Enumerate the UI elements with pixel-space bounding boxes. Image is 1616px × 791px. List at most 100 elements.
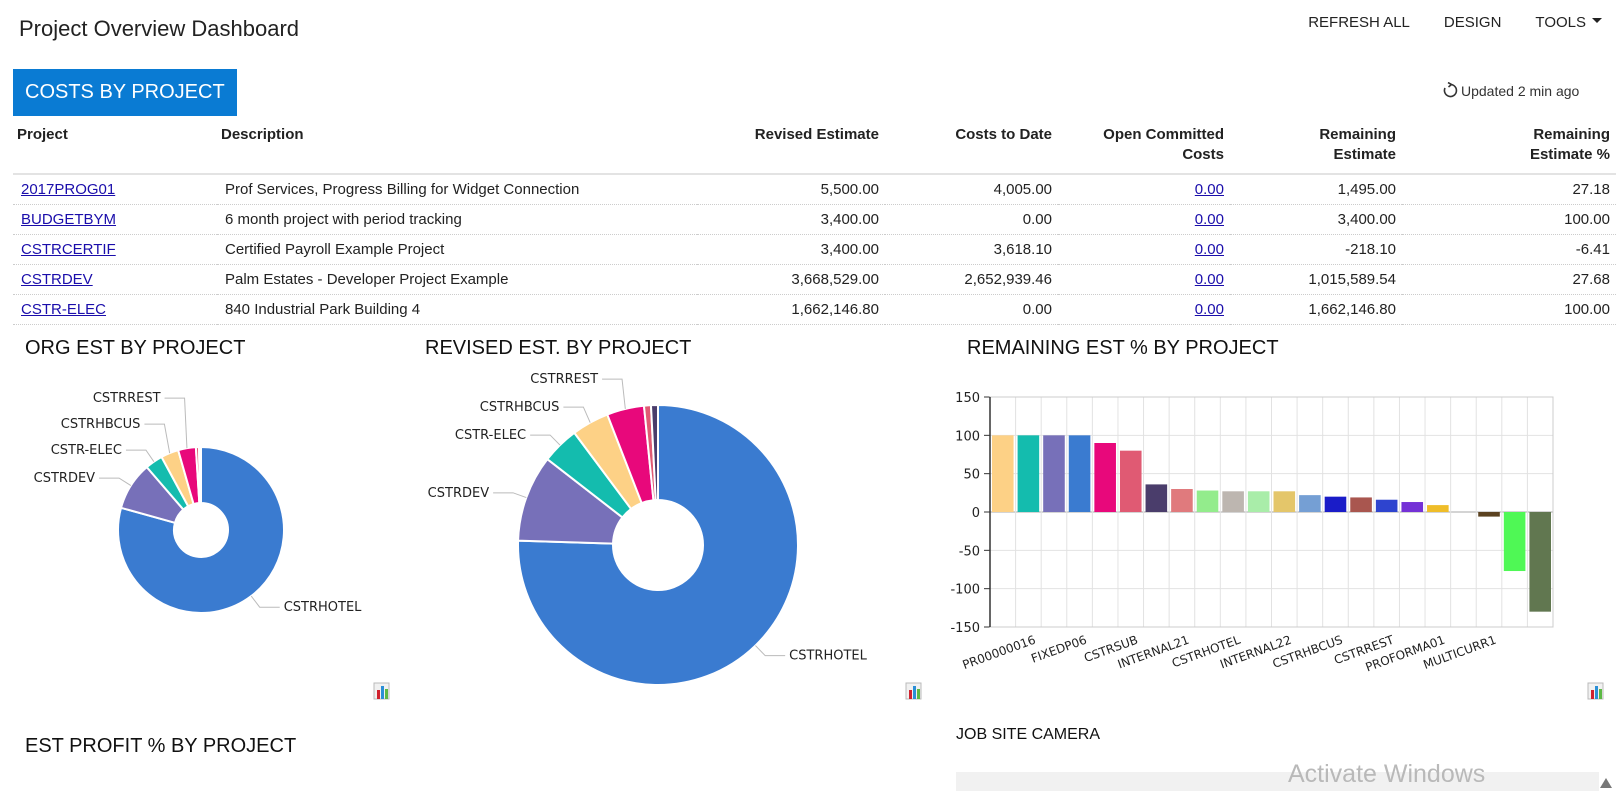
bar[interactable]: [1196, 490, 1219, 512]
open-committed-link[interactable]: 0.00: [1194, 301, 1224, 318]
description-cell: 840 Industrial Park Building 4: [217, 294, 697, 325]
bar[interactable]: [1324, 496, 1347, 512]
scroll-up-arrow-icon[interactable]: [1600, 778, 1612, 788]
updated-status: Updated 2 min ago: [1442, 82, 1579, 99]
remaining-estimate-cell: 1,662,146.80: [1230, 294, 1402, 325]
y-tick-label: -150: [950, 621, 980, 636]
bar[interactable]: [1068, 435, 1091, 512]
revised-estimate-cell: 1,662,146.80: [791, 301, 879, 318]
pie-slice[interactable]: [517, 403, 799, 686]
refresh-icon[interactable]: [1442, 82, 1459, 99]
remaining-pct-cell: 27.68: [1572, 271, 1610, 288]
costs-to-date-cell: 3,618.10: [885, 234, 1058, 265]
open-committed-link[interactable]: 0.00: [1194, 271, 1224, 288]
bar[interactable]: [1427, 505, 1449, 512]
remaining-est-title: REMAINING EST % BY PROJECT: [967, 337, 1279, 359]
org-est-title: ORG EST BY PROJECT: [25, 337, 246, 359]
col-remaining-estimate[interactable]: Remaining Estimate: [1230, 123, 1402, 175]
revised-est-title: REVISED EST. BY PROJECT: [425, 337, 692, 359]
costs-to-date-cell: 0.00: [885, 294, 1058, 325]
description-cell: Certified Payroll Example Project: [217, 234, 697, 265]
description-cell: Palm Estates - Developer Project Example: [225, 271, 509, 288]
col-project[interactable]: Project: [13, 123, 217, 175]
revised-estimate-cell: 3,668,529.00: [791, 271, 879, 288]
col-costs-to-date[interactable]: Costs to Date: [885, 123, 1058, 175]
remaining-estimate-cell: 1,495.00: [1337, 181, 1396, 199]
project-cell: BUDGETBYM: [13, 204, 217, 235]
remaining-estimate-cell: 1,015,589.54: [1308, 271, 1396, 288]
caret-down-icon: [1592, 17, 1602, 23]
pie-label: CSTR-ELEC: [51, 443, 122, 458]
y-tick-label: -100: [950, 583, 980, 598]
bar[interactable]: [992, 435, 1014, 512]
col-revised-estimate[interactable]: Revised Estimate: [697, 123, 885, 175]
revised-est-donut-chart: CSTRHOTEL CSTRDEV CSTR-ELEC CSTRHBCUS CSTRRE…: [428, 372, 868, 686]
bar[interactable]: [1017, 435, 1040, 512]
pie-slice[interactable]: [197, 445, 202, 505]
open-committed-link[interactable]: 0.00: [1194, 241, 1224, 258]
pie-label-leader: [164, 397, 188, 449]
open-committed-cell: 0.00: [1058, 204, 1230, 235]
col-remaining-pct[interactable]: Remaining Estimate %: [1402, 123, 1616, 175]
remaining-estimate-cell: 3,400.00: [1337, 211, 1396, 228]
col-open-committed[interactable]: Open Committed Costs: [1058, 123, 1230, 175]
pie-label: CSTRHOTEL: [284, 600, 362, 615]
col-description[interactable]: Description: [217, 123, 697, 175]
y-tick-label: 50: [963, 468, 980, 483]
remaining-est-bar-chart: 150100500-50-100-150PR00000016FIXEDP06CS…: [950, 391, 1554, 674]
costs-to-date-cell: 4,005.00: [885, 174, 1058, 205]
open-committed-link[interactable]: 0.00: [1194, 181, 1224, 199]
bar[interactable]: [1375, 499, 1398, 512]
remaining-estimate-cell: -218.10: [1345, 241, 1396, 258]
bar[interactable]: [1350, 497, 1372, 512]
bar[interactable]: [1043, 435, 1065, 512]
revised-estimate-cell: 3,400.00: [697, 234, 885, 265]
description-cell: 6 month project with period tracking: [217, 204, 697, 235]
pie-slice[interactable]: [117, 445, 285, 614]
chart-options-icon[interactable]: [905, 682, 923, 700]
design-button[interactable]: DESIGN: [1443, 14, 1502, 31]
y-tick-label: -50: [959, 544, 980, 559]
project-link[interactable]: CSTRDEV: [21, 271, 93, 288]
open-committed-cell: 0.00: [1058, 294, 1230, 325]
project-link[interactable]: 2017PROG01: [21, 181, 116, 199]
revised-estimate-cell: 5,500.00: [820, 181, 879, 199]
project-cell: CSTRCERTIF: [13, 234, 217, 265]
top-actions: REFRESH ALL DESIGN TOOLS: [1308, 14, 1602, 31]
refresh-all-button[interactable]: REFRESH ALL: [1308, 14, 1410, 31]
activate-windows-watermark: Activate Windows: [1288, 760, 1486, 788]
costs-by-project-tab[interactable]: COSTS BY PROJECT: [13, 69, 237, 116]
bar[interactable]: [1273, 491, 1296, 512]
table-row: CSTRCERTIF Certified Payroll Example Proj…: [13, 234, 1616, 265]
bar[interactable]: [1222, 491, 1244, 512]
description-cell: Prof Services, Progress Billing for Widg…: [217, 174, 697, 205]
costs-to-date-cell: 3,618.10: [993, 241, 1052, 258]
bar[interactable]: [1503, 512, 1526, 572]
bar[interactable]: [1119, 450, 1142, 512]
project-link[interactable]: CSTRCERTIF: [21, 241, 116, 258]
bar[interactable]: [1247, 491, 1270, 512]
description-cell: 840 Industrial Park Building 4: [225, 301, 421, 318]
chart-options-icon[interactable]: [373, 682, 391, 700]
pie-label-leader: [250, 595, 280, 608]
org-est-donut-chart: CSTRHOTEL CSTRDEV CSTR-ELEC CSTRHBCUS CSTRRE…: [34, 391, 363, 615]
tools-menu[interactable]: TOOLS: [1535, 14, 1602, 31]
bar[interactable]: [1171, 489, 1193, 512]
pie-label: CSTRREST: [93, 391, 161, 406]
chart-options-icon[interactable]: [1587, 682, 1605, 700]
project-link[interactable]: CSTR-ELEC: [21, 301, 107, 318]
bar[interactable]: [1299, 495, 1321, 512]
description-cell: Palm Estates - Developer Project Example: [217, 264, 697, 295]
job-site-camera-title: JOB SITE CAMERA: [956, 726, 1101, 743]
bar[interactable]: [1145, 484, 1168, 512]
open-committed-cell: 0.00: [1058, 174, 1230, 205]
pie-slice[interactable]: [649, 403, 659, 502]
description-cell: Certified Payroll Example Project: [225, 241, 445, 258]
bar[interactable]: [1401, 502, 1424, 512]
bar[interactable]: [1094, 443, 1116, 512]
bar[interactable]: [1478, 512, 1500, 517]
bar[interactable]: [1529, 512, 1551, 612]
open-committed-link[interactable]: 0.00: [1194, 211, 1224, 228]
project-link[interactable]: BUDGETBYM: [21, 211, 117, 228]
costs-to-date-cell: 4,005.00: [993, 181, 1052, 199]
